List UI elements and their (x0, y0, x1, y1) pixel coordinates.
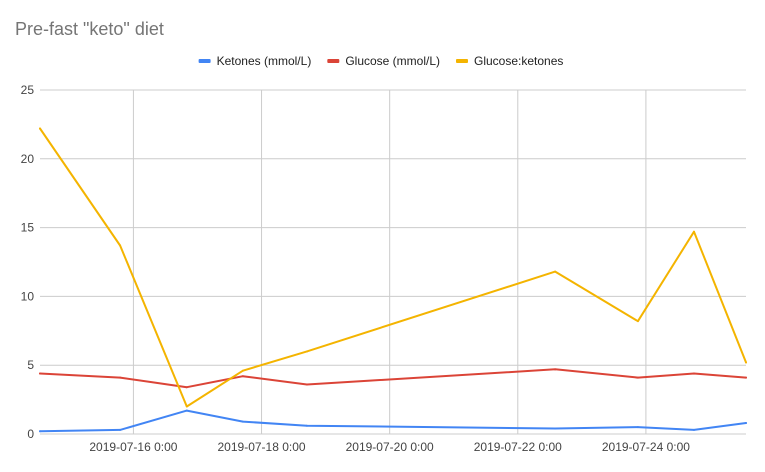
series-line (39, 368, 747, 389)
y-tick-label: 0 (27, 427, 34, 441)
x-axis-ticks: 2019-07-16 0:00 2019-07-18 0:00 2019-07-20… (89, 440, 690, 454)
legend-label: Glucose (mmol/L) (345, 54, 440, 68)
x-tick-label: 2019-07-24 0:00 (602, 440, 690, 454)
data-point (745, 361, 747, 364)
y-tick-label: 5 (27, 358, 34, 372)
data-point (185, 405, 188, 408)
data-point (119, 428, 122, 431)
data-point (745, 376, 747, 379)
data-point (692, 372, 695, 375)
legend-swatch (198, 59, 211, 63)
data-point (39, 430, 41, 433)
data-point (554, 427, 557, 430)
gridlines (40, 89, 746, 435)
x-tick-label: 2019-07-22 0:00 (474, 440, 562, 454)
legend-label: Glucose:ketones (474, 54, 563, 68)
data-point (305, 424, 308, 427)
data-point (241, 420, 244, 423)
x-tick-label: 2019-07-20 0:00 (346, 440, 434, 454)
data-point (119, 244, 122, 247)
y-tick-label: 15 (21, 221, 35, 235)
data-point (554, 368, 557, 371)
data-point (305, 350, 308, 353)
data-point (305, 383, 308, 386)
series-lines (39, 127, 747, 433)
legend-label: Ketones (mmol/L) (217, 54, 312, 68)
data-point (745, 421, 747, 424)
data-point (554, 270, 557, 273)
data-point (636, 426, 639, 429)
data-point (692, 428, 695, 431)
data-point (39, 127, 41, 130)
y-tick-label: 25 (21, 83, 35, 97)
data-point (185, 386, 188, 389)
y-axis-ticks: 0 5 10 15 20 25 (21, 83, 35, 441)
legend: Ketones (mmol/L) Glucose (mmol/L) Glucose:… (198, 54, 563, 68)
x-tick-label: 2019-07-18 0:00 (218, 440, 306, 454)
x-tick-label: 2019-07-16 0:00 (89, 440, 177, 454)
legend-swatch (456, 59, 469, 63)
data-point (241, 375, 244, 378)
data-point (636, 376, 639, 379)
data-point (39, 372, 41, 375)
chart-title: Pre-fast "keto" diet (15, 19, 164, 39)
y-tick-label: 10 (21, 289, 35, 303)
y-tick-label: 20 (21, 152, 35, 166)
series-line (39, 409, 747, 433)
data-point (636, 320, 639, 323)
data-point (185, 409, 188, 412)
data-point (692, 230, 695, 233)
data-point (241, 369, 244, 372)
legend-swatch (327, 59, 340, 63)
data-point (119, 376, 122, 379)
